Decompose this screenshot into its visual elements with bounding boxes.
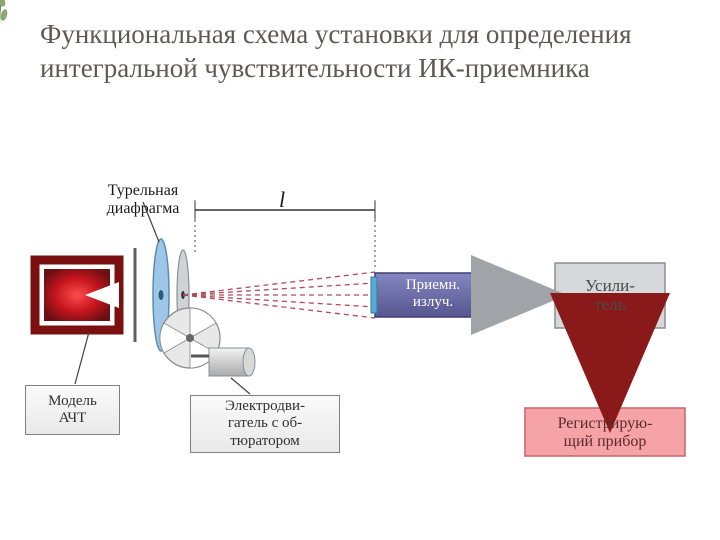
turret-label: Турельнаядиафрагма [83, 182, 203, 217]
blackbody-cavity [35, 260, 119, 330]
schematic-diagram: Турельнаядиафрагма l Приемн.излуч. Усили… [25, 160, 705, 500]
slide-title: Функциональная схема установки для опред… [40, 18, 660, 86]
decorative-plant-icon [0, 0, 13, 30]
model-box: МодельАЧТ [25, 385, 120, 435]
l-label: l [279, 188, 285, 212]
motor-box: Электродви-гатель с об-тюратором [190, 395, 340, 453]
receiver-label: Приемн.излуч. [381, 277, 485, 310]
amplifier-label: Усили-тель [555, 277, 665, 314]
turret-hole [159, 290, 164, 300]
recorder-label: Регистрирую-щий прибор [525, 415, 685, 450]
dimension-l [195, 210, 375, 270]
beam-rays [183, 272, 375, 318]
